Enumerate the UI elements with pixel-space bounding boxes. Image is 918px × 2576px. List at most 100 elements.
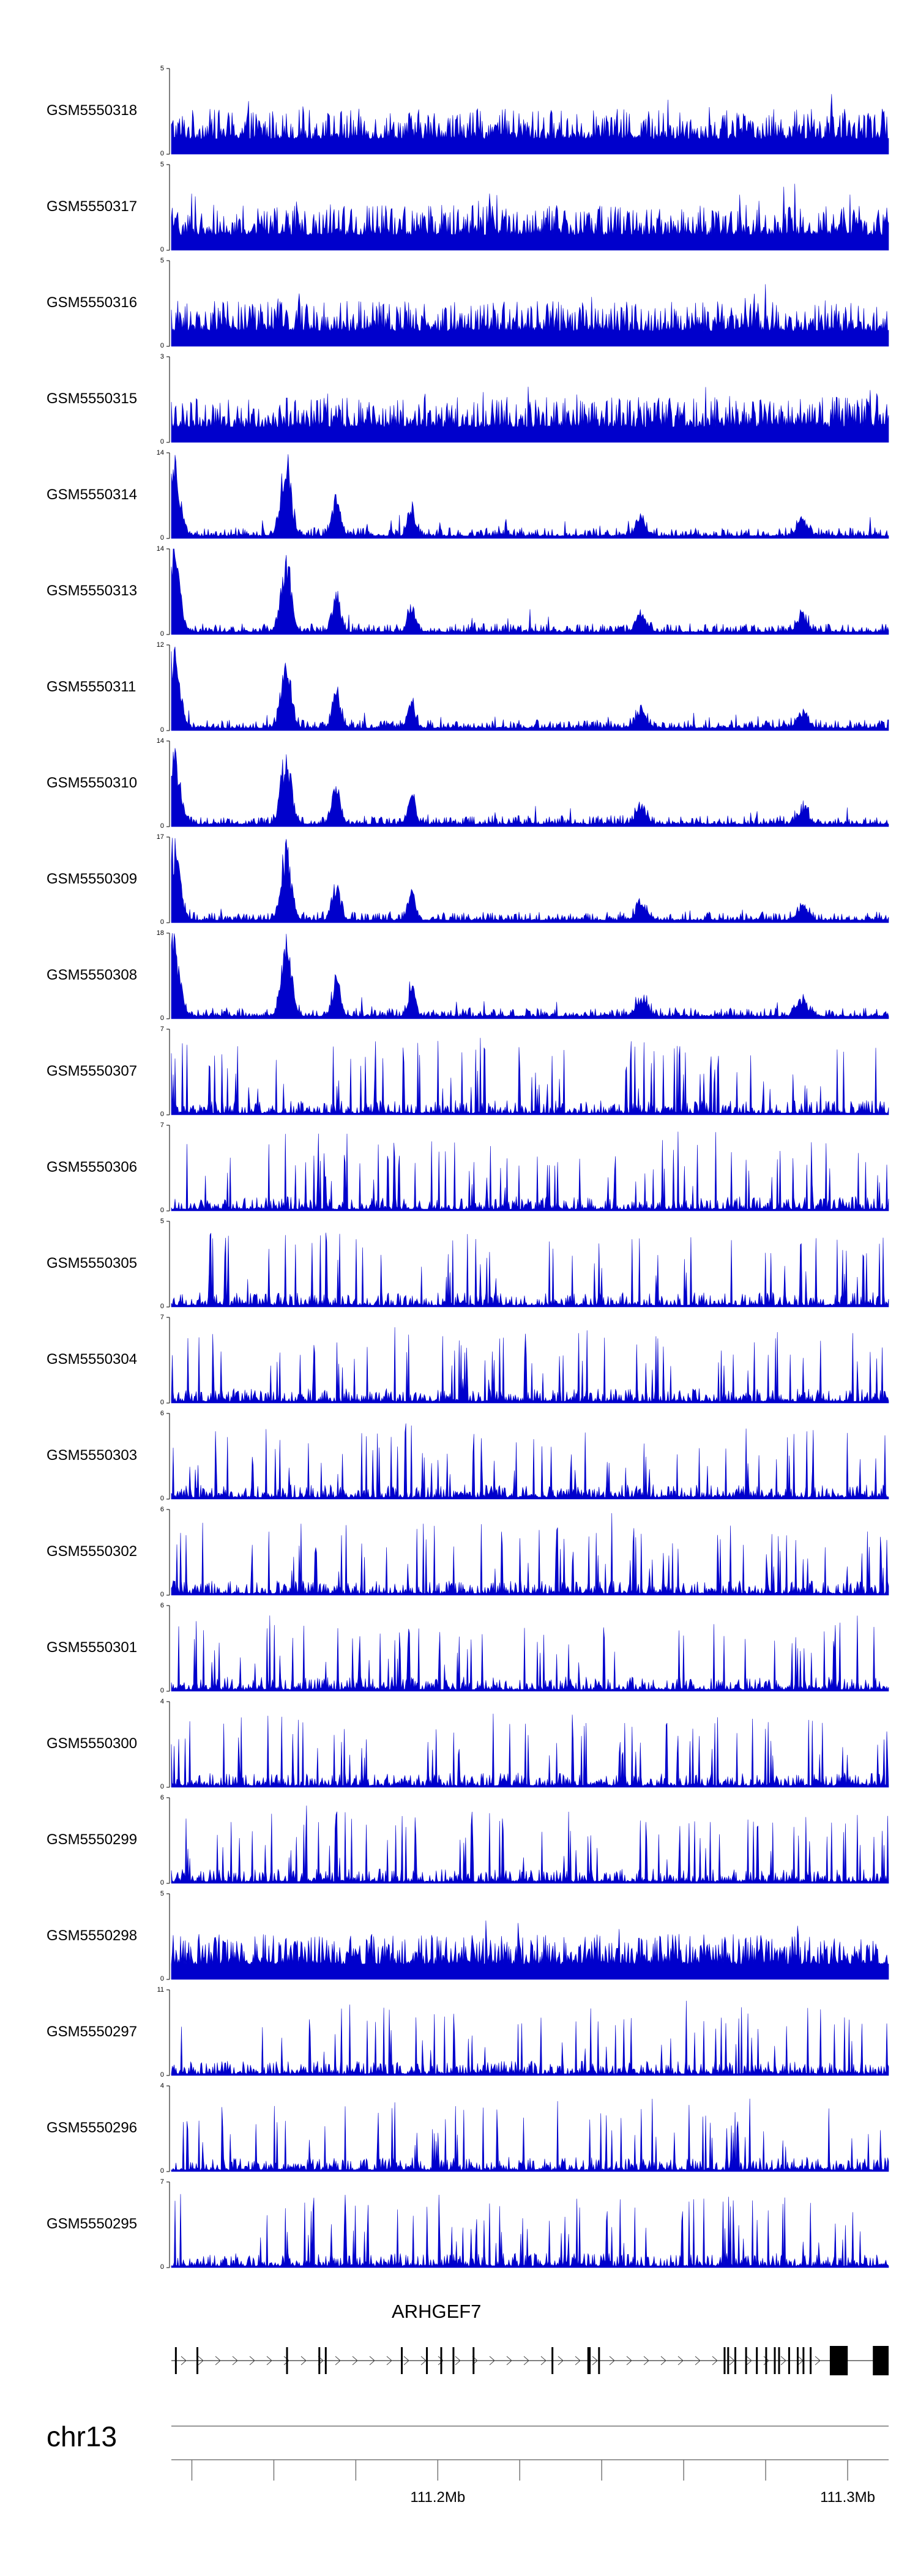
strand-chevron xyxy=(232,2356,238,2366)
track-signal xyxy=(171,2098,889,2172)
strand-chevron xyxy=(575,2356,581,2366)
track-ymin-label: 0 xyxy=(160,1014,164,1022)
track-GSM5550297 xyxy=(166,1989,889,2076)
track-signal xyxy=(171,386,889,443)
track-label: GSM5550300 xyxy=(47,1735,138,1752)
track-label: GSM5550306 xyxy=(47,1159,138,1175)
strand-chevron xyxy=(352,2356,358,2366)
track-ymin-label: 0 xyxy=(160,726,164,734)
track-ymin-label: 0 xyxy=(160,630,164,638)
strand-chevron xyxy=(677,2356,684,2366)
strand-chevron xyxy=(643,2356,649,2366)
axis-tick-label: 111.2Mb xyxy=(410,2489,466,2506)
track-signal xyxy=(171,1131,889,1212)
strand-chevron xyxy=(540,2356,547,2366)
track-ymin-label: 0 xyxy=(160,2071,164,2079)
gene-exon xyxy=(286,2347,288,2374)
track-ymin-label: 0 xyxy=(160,918,164,926)
track-GSM5550295 xyxy=(166,2181,889,2268)
track-label: GSM5550298 xyxy=(47,1927,138,1944)
gene-exon xyxy=(589,2347,591,2374)
track-signal xyxy=(171,1423,889,1500)
track-GSM5550316 xyxy=(166,260,889,347)
track-signal xyxy=(171,284,889,347)
track-ymin-label: 0 xyxy=(160,342,164,349)
track-ymin-label: 0 xyxy=(160,2263,164,2271)
gene-exon xyxy=(756,2347,758,2374)
track-ymax-label: 4 xyxy=(160,2082,164,2090)
chromosome-label: chr13 xyxy=(47,2421,118,2452)
gene-exon xyxy=(778,2347,780,2374)
strand-chevron xyxy=(283,2356,289,2366)
track-ymin-label: 0 xyxy=(160,1111,164,1118)
strand-chevron xyxy=(386,2356,392,2366)
track-GSM5550315 xyxy=(166,356,889,443)
track-signal xyxy=(171,748,889,827)
strand-chevron xyxy=(746,2356,752,2366)
track-label: GSM5550314 xyxy=(47,486,138,503)
track-ymax-label: 5 xyxy=(160,65,164,72)
gene-exon xyxy=(174,2347,177,2374)
track-signal xyxy=(171,1513,889,1596)
track-label: GSM5550295 xyxy=(47,2216,138,2232)
gene-exon xyxy=(551,2347,554,2374)
track-label: GSM5550313 xyxy=(47,583,138,599)
track-GSM5550305 xyxy=(166,1221,889,1308)
strand-chevron xyxy=(266,2356,272,2366)
track-signal xyxy=(171,1713,889,1788)
track-label: GSM5550296 xyxy=(47,2120,138,2136)
track-ymin-label: 0 xyxy=(160,1591,164,1598)
track-label: GSM5550303 xyxy=(47,1447,138,1464)
track-ymax-label: 14 xyxy=(156,545,164,553)
gene-exon xyxy=(774,2347,776,2374)
strand-chevron xyxy=(592,2356,598,2366)
track-signal xyxy=(171,548,889,635)
strand-chevron xyxy=(420,2356,427,2366)
track-ymax-label: 6 xyxy=(160,1410,164,1417)
track-ymax-label: 6 xyxy=(160,1794,164,1801)
gene-exon xyxy=(401,2347,403,2374)
track-ymax-label: 7 xyxy=(160,2178,164,2186)
track-signal xyxy=(171,184,889,251)
strand-chevron xyxy=(369,2356,375,2366)
track-GSM5550306 xyxy=(166,1125,889,1212)
strand-chevron xyxy=(558,2356,564,2366)
gene-exon xyxy=(318,2347,321,2374)
track-signal xyxy=(171,646,889,731)
track-ymax-label: 11 xyxy=(157,1986,164,1993)
gene-exon xyxy=(727,2347,730,2374)
track-ymax-label: 5 xyxy=(160,1218,164,1225)
track-GSM5550304 xyxy=(166,1317,889,1404)
track-GSM5550311 xyxy=(166,644,889,731)
track-label: GSM5550310 xyxy=(47,775,138,791)
track-ymin-label: 0 xyxy=(160,1975,164,1982)
gene-exon xyxy=(765,2347,767,2374)
track-ymax-label: 7 xyxy=(160,1026,164,1033)
gene-exon xyxy=(723,2347,726,2374)
strand-chevron xyxy=(609,2356,615,2366)
gene-exon xyxy=(796,2347,799,2374)
track-label: GSM5550311 xyxy=(47,679,136,695)
gene-exon xyxy=(734,2347,737,2374)
strand-chevron xyxy=(660,2356,666,2366)
gene-exon xyxy=(810,2347,812,2374)
track-GSM5550301 xyxy=(166,1605,889,1692)
track-label: GSM5550315 xyxy=(47,390,138,407)
track-GSM5550317 xyxy=(166,164,889,251)
gene-exon xyxy=(472,2347,475,2374)
gene-utr-exon xyxy=(873,2346,889,2375)
track-ymax-label: 14 xyxy=(156,737,164,745)
strand-chevron xyxy=(729,2356,735,2366)
track-label: GSM5550307 xyxy=(47,1063,138,1079)
gene-exon xyxy=(426,2347,428,2374)
gene-exon xyxy=(802,2347,805,2374)
gene-exon xyxy=(587,2347,589,2374)
track-label: GSM5550308 xyxy=(47,967,138,983)
gene-exon xyxy=(452,2347,455,2374)
track-signal xyxy=(171,94,889,155)
track-GSM5550314 xyxy=(166,452,889,539)
strand-chevron xyxy=(712,2356,718,2366)
track-label: GSM5550318 xyxy=(47,102,138,119)
track-ymin-label: 0 xyxy=(160,2167,164,2175)
